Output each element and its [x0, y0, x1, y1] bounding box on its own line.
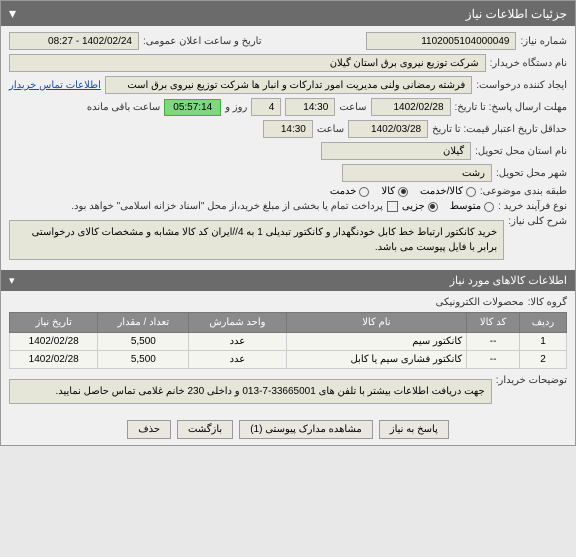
collapse-icon-2[interactable]: ▾: [9, 274, 15, 287]
form-container: جزئیات اطلاعات نیاز ▾ شماره نیاز: 110200…: [0, 0, 576, 446]
purchase-label: نوع فرآیند خرید :: [498, 201, 567, 212]
min-valid-date: 1402/03/28: [348, 120, 428, 138]
saat-label-2: ساعت: [317, 124, 344, 135]
radio-cat-1[interactable]: کالا: [381, 186, 408, 197]
category-label: طبقه بندی موضوعی:: [480, 186, 567, 197]
radio-pt-0[interactable]: متوسط: [450, 201, 494, 212]
table-header-row: ردیف کد کالا نام کالا واحد شمارش تعداد /…: [10, 313, 567, 333]
province-label: نام استان محل تحویل:: [475, 146, 567, 157]
creator-label: ایجاد کننده درخواست:: [476, 80, 567, 91]
remaining-label: ساعت باقی مانده: [87, 102, 160, 113]
table-row: 2--کانکتور فشاری سیم یا کابلعدد5,5001402…: [10, 351, 567, 369]
days-unit: روز و: [225, 102, 247, 113]
collapse-icon[interactable]: ▾: [9, 5, 16, 22]
table-row: 1--کانکتور سیمعدد5,5001402/02/28: [10, 333, 567, 351]
province-field: گیلان: [321, 142, 471, 160]
table-cell: 1402/02/28: [10, 351, 98, 369]
group-label: گروه کالا:: [528, 297, 567, 308]
public-dt-label: تاریخ و ساعت اعلان عمومی:: [143, 36, 262, 47]
days-count: 4: [251, 98, 281, 116]
table-cell: کانکتور فشاری سیم یا کابل: [286, 351, 467, 369]
group-value: محصولات الکترونیکی: [436, 297, 524, 308]
items-table: ردیف کد کالا نام کالا واحد شمارش تعداد /…: [9, 312, 567, 369]
radio-pt-1[interactable]: جزیی: [402, 201, 438, 212]
table-cell: عدد: [189, 351, 286, 369]
min-valid-time: 14:30: [263, 120, 313, 138]
table-cell: 5,500: [98, 351, 189, 369]
payment-note: پرداخت تمام یا بخشی از مبلغ خرید،از محل …: [71, 201, 383, 212]
reply-button[interactable]: پاسخ به نیاز: [379, 420, 449, 439]
desc-label: شرح کلی نیاز:: [508, 216, 567, 227]
city-label: شهر محل تحویل:: [496, 168, 567, 179]
th-1: کد کالا: [467, 313, 520, 333]
th-5: تاریخ نیاز: [10, 313, 98, 333]
header-bar: جزئیات اطلاعات نیاز ▾: [1, 1, 575, 26]
th-4: تعداد / مقدار: [98, 313, 189, 333]
city-field: رشت: [342, 164, 492, 182]
deadline-time: 14:30: [285, 98, 335, 116]
attachments-button[interactable]: مشاهده مدارک پیوستی (1): [239, 420, 373, 439]
notes-label: توضیحات خریدار:: [496, 375, 567, 386]
category-radios: کالا/خدمت کالا خدمت: [330, 186, 476, 197]
table-cell: عدد: [189, 333, 286, 351]
th-2: نام کالا: [286, 313, 467, 333]
notes-box: جهت دریافت اطلاعات بیشتر با تلفن های 336…: [9, 379, 492, 404]
deadline-date: 1402/02/28: [371, 98, 451, 116]
need-no-label: شماره نیاز:: [520, 36, 567, 47]
saat-label-1: ساعت: [339, 102, 366, 113]
table-cell: 2: [520, 351, 567, 369]
purchase-radios: متوسط جزیی: [402, 201, 494, 212]
button-row: پاسخ به نیاز مشاهده مدارک پیوستی (1) باز…: [1, 414, 575, 445]
table-cell: --: [467, 333, 520, 351]
contact-link[interactable]: اطلاعات تماس خریدار: [9, 80, 101, 91]
form-area: شماره نیاز: 1102005104000049 تاریخ و ساع…: [1, 26, 575, 270]
need-no-field: 1102005104000049: [366, 32, 516, 50]
radio-cat-2[interactable]: خدمت: [330, 186, 370, 197]
countdown-box: 05:57:14: [164, 99, 221, 116]
table-cell: --: [467, 351, 520, 369]
deadline-label: مهلت ارسال پاسخ: تا تاریخ:: [455, 102, 567, 113]
public-dt-field: 1402/02/24 - 08:27: [9, 32, 139, 50]
back-button[interactable]: بازگشت: [177, 420, 233, 439]
buyer-label: نام دستگاه خریدار:: [490, 58, 567, 69]
desc-box: خرید کانکتور ارتباط خط کابل خودنگهدار و …: [9, 220, 504, 260]
table-cell: 1402/02/28: [10, 333, 98, 351]
radio-cat-0[interactable]: کالا/خدمت: [420, 186, 476, 197]
creator-field: فرشته رمضانی ولنی مدیریت امور تدارکات و …: [105, 76, 472, 94]
min-valid-label: حداقل تاریخ اعتبار قیمت: تا تاریخ: [432, 124, 567, 135]
table-cell: 1: [520, 333, 567, 351]
section2-text: اطلاعات کالاهای مورد نیاز: [450, 274, 567, 287]
th-3: واحد شمارش: [189, 313, 286, 333]
th-0: ردیف: [520, 313, 567, 333]
buyer-field: شرکت توزیع نیروی برق استان گیلان: [9, 54, 486, 72]
table-cell: کانکتور سیم: [286, 333, 467, 351]
table-cell: 5,500: [98, 333, 189, 351]
section2-title: اطلاعات کالاهای مورد نیاز ▾: [1, 270, 575, 291]
payment-checkbox[interactable]: [387, 201, 398, 212]
header-title: جزئیات اطلاعات نیاز: [466, 7, 567, 21]
delete-button[interactable]: حذف: [127, 420, 171, 439]
